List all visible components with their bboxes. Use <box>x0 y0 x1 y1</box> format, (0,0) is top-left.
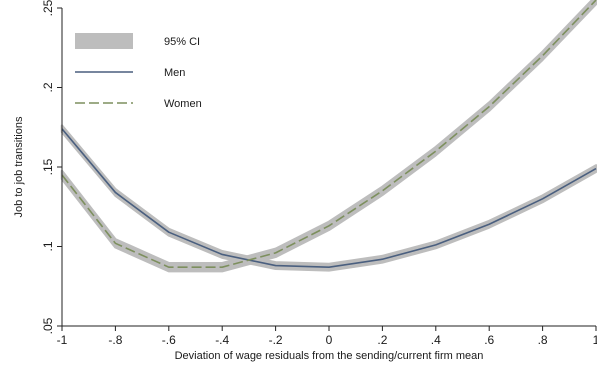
x-tick-label: 0 <box>326 333 333 347</box>
y-tick-label: .15 <box>41 158 55 175</box>
y-axis-label: Job to job transitions <box>13 116 25 217</box>
x-tick-label: .2 <box>377 333 387 347</box>
legend-women-label: Women <box>164 98 202 110</box>
y-tick-label: .25 <box>41 0 55 16</box>
x-tick-label: .4 <box>431 333 441 347</box>
confidence-bands <box>60 0 597 273</box>
x-tick-label: .6 <box>484 333 494 347</box>
x-tick-label: -1 <box>57 333 68 347</box>
series-line-men <box>61 128 597 268</box>
x-tick-label: -.2 <box>269 333 283 347</box>
y-tick-label: .05 <box>41 317 55 334</box>
x-axis-ticks: -1 -.8 -.6 -.4 -.2 0 .2 .4 .6 .8 1 <box>57 326 597 347</box>
y-axis-ticks: .05 .1 .15 .2 .25 <box>41 0 62 334</box>
legend: 95% CI Men Women <box>75 33 202 110</box>
y-tick-label: .2 <box>41 82 55 92</box>
x-tick-label: -.4 <box>215 333 229 347</box>
x-axis-label: Deviation of wage residuals from the sen… <box>175 350 484 362</box>
x-tick-label: -.8 <box>108 333 122 347</box>
series-line-women <box>61 0 597 268</box>
legend-ci-label: 95% CI <box>164 36 200 48</box>
series-lines <box>61 0 597 268</box>
x-tick-label: -.6 <box>162 333 176 347</box>
legend-ci-swatch <box>75 33 133 49</box>
x-tick-label: .8 <box>538 333 548 347</box>
ci-band-women <box>60 0 597 273</box>
x-tick-label: 1 <box>593 333 597 347</box>
y-tick-label: .1 <box>41 241 55 251</box>
ci-band-men <box>60 124 597 272</box>
legend-men-label: Men <box>164 67 185 79</box>
